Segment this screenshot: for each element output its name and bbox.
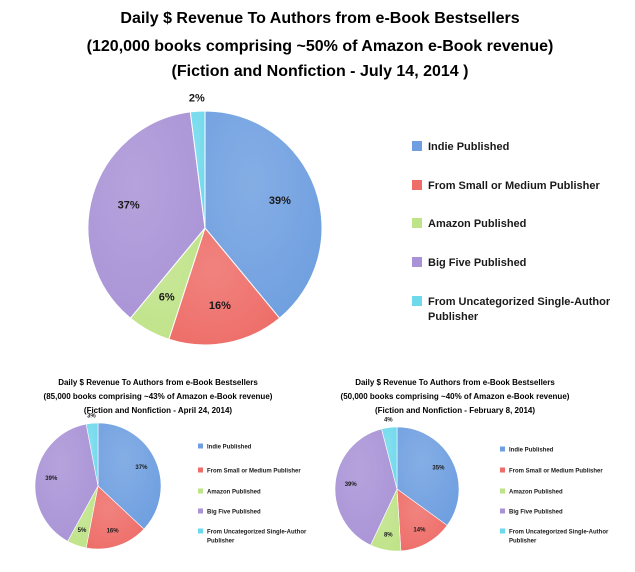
legend-swatch	[198, 528, 203, 534]
pie-chart-1: Daily $ Revenue To Authors from e-Book B…	[87, 10, 611, 346]
legend-swatch	[412, 257, 422, 267]
legend-swatch	[412, 296, 422, 306]
pie-slice-indie-published	[204, 110, 323, 319]
legend-label: Amazon Published	[207, 489, 261, 495]
pie-slice-from-small-or-medium-publisher	[85, 485, 145, 550]
legend-label: Big Five Published	[428, 257, 526, 269]
legend-swatch	[198, 467, 203, 473]
slice-value-label: 3%	[87, 413, 96, 419]
legend-swatch	[412, 218, 422, 228]
legend-label: Indie Published	[428, 141, 509, 153]
slice-value-label: 37%	[135, 465, 148, 471]
legend-swatch	[500, 467, 505, 473]
slice-value-label: 16%	[107, 528, 120, 534]
legend-label: Big Five Published	[207, 509, 261, 515]
chart-title-line: (Fiction and Nonfiction - July 14, 2014 …	[172, 63, 469, 80]
pie-slice-big-five-published	[334, 428, 398, 546]
slice-value-label: 8%	[384, 532, 393, 538]
legend-label: Publisher	[428, 311, 479, 323]
chart-title-line: (Fiction and Nonfiction - April 24, 2014…	[84, 406, 232, 415]
legend-label: From Uncategorized Single-Author	[428, 296, 611, 308]
legend-swatch	[198, 508, 203, 514]
pie-slice-from-uncategorized-single-author-publisher	[189, 110, 206, 229]
legend-label: Indie Published	[509, 447, 554, 453]
legend-label: From Uncategorized Single-Author	[509, 529, 609, 535]
chart-title-line: (120,000 books comprising ~50% of Amazon…	[87, 38, 554, 55]
chart-title-line: Daily $ Revenue To Authors from e-Book B…	[120, 10, 519, 27]
slice-value-label: 14%	[413, 527, 426, 533]
legend-label: From Uncategorized Single-Author	[207, 529, 307, 535]
slice-value-label: 39%	[45, 476, 58, 482]
legend-swatch	[500, 508, 505, 514]
pie-slice-from-uncategorized-single-author-publisher	[381, 426, 398, 490]
legend-label: Publisher	[509, 538, 537, 544]
legend-label: Publisher	[207, 538, 235, 544]
legend-swatch	[412, 141, 422, 151]
legend-label: Big Five Published	[509, 509, 563, 515]
legend-label: Amazon Published	[509, 489, 563, 495]
legend-swatch	[500, 528, 505, 534]
legend-swatch	[500, 488, 505, 494]
pie-slice-from-small-or-medium-publisher	[168, 226, 281, 346]
legend-swatch	[198, 488, 203, 494]
legend-label: From Small or Medium Publisher	[509, 468, 603, 474]
pie-slice-big-five-published	[34, 423, 99, 542]
slice-value-label: 4%	[384, 418, 393, 424]
slice-value-label: 6%	[159, 292, 175, 304]
slice-value-label: 5%	[78, 528, 87, 534]
legend-label: From Small or Medium Publisher	[428, 180, 600, 192]
legend-label: From Small or Medium Publisher	[207, 468, 301, 474]
slice-value-label: 37%	[118, 200, 140, 212]
legend-label: Indie Published	[207, 444, 252, 450]
legend-swatch	[500, 446, 505, 452]
slice-value-label: 39%	[269, 195, 291, 207]
pie-slice-from-uncategorized-single-author-publisher	[85, 422, 99, 487]
pie-chart-2: Daily $ Revenue To Authors from e-Book B…	[34, 378, 307, 550]
slice-value-label: 35%	[432, 465, 445, 471]
pie-slice-indie-published	[396, 426, 460, 526]
chart-title-line: (Fiction and Nonfiction - February 8, 20…	[375, 406, 535, 415]
legend-swatch	[198, 443, 203, 449]
pie-chart-3: Daily $ Revenue To Authors from e-Book B…	[334, 378, 609, 552]
legend-label: Amazon Published	[428, 218, 526, 230]
pie-slice-big-five-published	[87, 111, 206, 319]
legend-swatch	[412, 180, 422, 190]
slice-value-label: 16%	[209, 300, 231, 312]
chart-title-line: (85,000 books comprising ~43% of Amazon …	[44, 392, 273, 401]
chart-title-line: Daily $ Revenue To Authors from e-Book B…	[355, 378, 555, 387]
slice-value-label: 39%	[345, 482, 358, 488]
chart-title-line: (50,000 books comprising ~40% of Amazon …	[341, 392, 570, 401]
slice-value-label: 2%	[189, 92, 205, 104]
pie-slice-indie-published	[97, 422, 162, 530]
pie-slice-from-small-or-medium-publisher	[396, 488, 448, 552]
chart-title-line: Daily $ Revenue To Authors from e-Book B…	[58, 378, 258, 387]
